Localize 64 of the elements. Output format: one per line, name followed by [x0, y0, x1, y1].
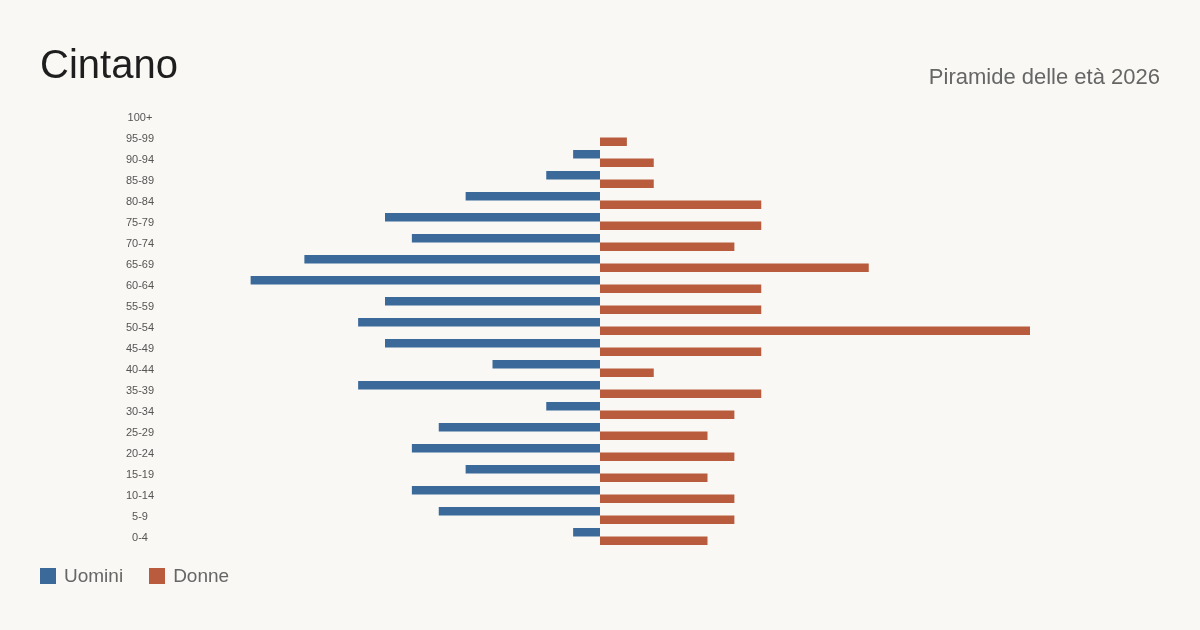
bar [573, 528, 600, 537]
bar [546, 171, 600, 180]
bar [600, 389, 762, 398]
bar [411, 234, 600, 243]
y-tick-label: 20-24 [125, 446, 155, 459]
y-tick-label: 85-89 [125, 173, 155, 186]
y-tick-label: 65-69 [125, 257, 155, 270]
y-tick-label: 50-54 [125, 320, 155, 333]
y-tick-label: 25-29 [125, 425, 155, 438]
bar [600, 368, 654, 377]
bar [600, 137, 627, 146]
bar [600, 473, 708, 482]
chart-title: Cintano [40, 42, 178, 87]
y-tick-label: 70-74 [125, 236, 155, 249]
bar [438, 423, 600, 432]
y-tick-label: 35-39 [125, 383, 155, 396]
bar [385, 339, 600, 348]
bar [600, 431, 708, 440]
bar [304, 255, 600, 264]
bar [600, 536, 708, 545]
y-tick-label: 5-9 [132, 509, 148, 522]
bar [600, 242, 735, 251]
y-tick-label: 80-84 [125, 194, 155, 207]
bar [465, 465, 600, 474]
bar [411, 486, 600, 495]
bar [250, 276, 600, 285]
bar [385, 297, 600, 306]
bar [600, 452, 735, 461]
y-tick-label: 75-79 [125, 215, 155, 228]
bar [600, 494, 735, 503]
bar [438, 507, 600, 516]
bar [546, 402, 600, 411]
bar [573, 150, 600, 159]
bar [600, 410, 735, 419]
bar [600, 284, 762, 293]
bar [385, 213, 600, 222]
y-tick-label: 0-4 [132, 530, 148, 543]
bar [492, 360, 600, 369]
bar [465, 192, 600, 201]
bar [600, 347, 762, 356]
bar [600, 515, 735, 524]
bar [600, 263, 869, 272]
y-tick-label: 10-14 [125, 488, 155, 501]
bar [358, 381, 600, 390]
bar [411, 444, 600, 453]
bar [600, 200, 762, 209]
bar [600, 326, 1030, 335]
y-tick-label: 40-44 [125, 362, 155, 375]
y-tick-label: 60-64 [125, 278, 155, 291]
y-tick-label: 100+ [127, 110, 153, 123]
y-tick-label: 55-59 [125, 299, 155, 312]
y-tick-label: 95-99 [125, 131, 155, 144]
bar [600, 305, 762, 314]
bar [600, 179, 654, 188]
bar [358, 318, 600, 327]
y-tick-label: 15-19 [125, 467, 155, 480]
y-tick-label: 90-94 [125, 152, 155, 165]
legend-label: Uomini [64, 565, 124, 587]
legend-label: Donne [173, 565, 230, 587]
chart-subtitle: Piramide delle età 2026 [928, 64, 1160, 90]
y-tick-label: 30-34 [125, 404, 155, 417]
y-tick-label: 45-49 [125, 341, 155, 354]
bar [600, 221, 762, 230]
bar [600, 158, 654, 167]
